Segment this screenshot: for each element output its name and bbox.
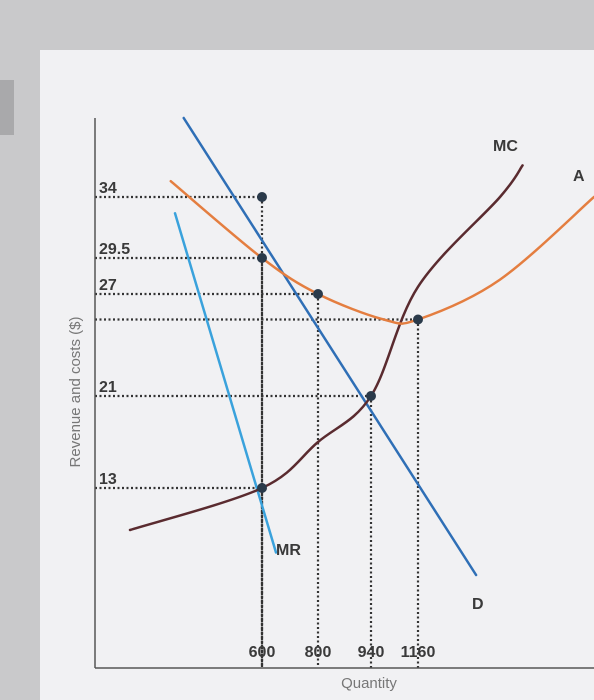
marker-940-21	[366, 391, 376, 401]
curve-mr	[173, 212, 278, 554]
marker-600-13	[257, 483, 267, 493]
x-tick-1160: 1160	[401, 644, 436, 661]
y-tick-27: 27	[99, 277, 117, 294]
y-tick-21: 21	[99, 379, 117, 396]
series-label-mr: MR	[276, 542, 301, 559]
markers	[257, 192, 423, 493]
y-axis-title: Revenue and costs ($)	[67, 317, 84, 468]
y-tick-34: 34	[99, 180, 117, 197]
marker-600-34	[257, 192, 267, 202]
x-tick-800: 800	[305, 644, 332, 661]
series-labels: D MR MC A	[276, 138, 585, 613]
y-tick-13: 13	[99, 471, 117, 488]
curve-d	[182, 116, 478, 577]
y-tick-labels: 13 21 27 29.5 34	[99, 180, 130, 488]
series-label-d: D	[472, 596, 484, 613]
series-label-atc: A	[573, 168, 585, 185]
marker-800-27	[313, 289, 323, 299]
marker-1160-25-5	[413, 314, 423, 325]
guide-lines	[95, 195, 420, 668]
x-axis-title: Quantity	[341, 675, 397, 692]
side-tab	[0, 80, 14, 135]
marker-600-29-5	[257, 253, 267, 263]
x-tick-940: 940	[358, 644, 385, 661]
x-tick-labels: 600 800 940 1160	[249, 644, 436, 661]
y-tick-29-5: 29.5	[99, 241, 130, 258]
series-label-mc: MC	[493, 138, 518, 155]
x-tick-600: 600	[249, 644, 276, 661]
